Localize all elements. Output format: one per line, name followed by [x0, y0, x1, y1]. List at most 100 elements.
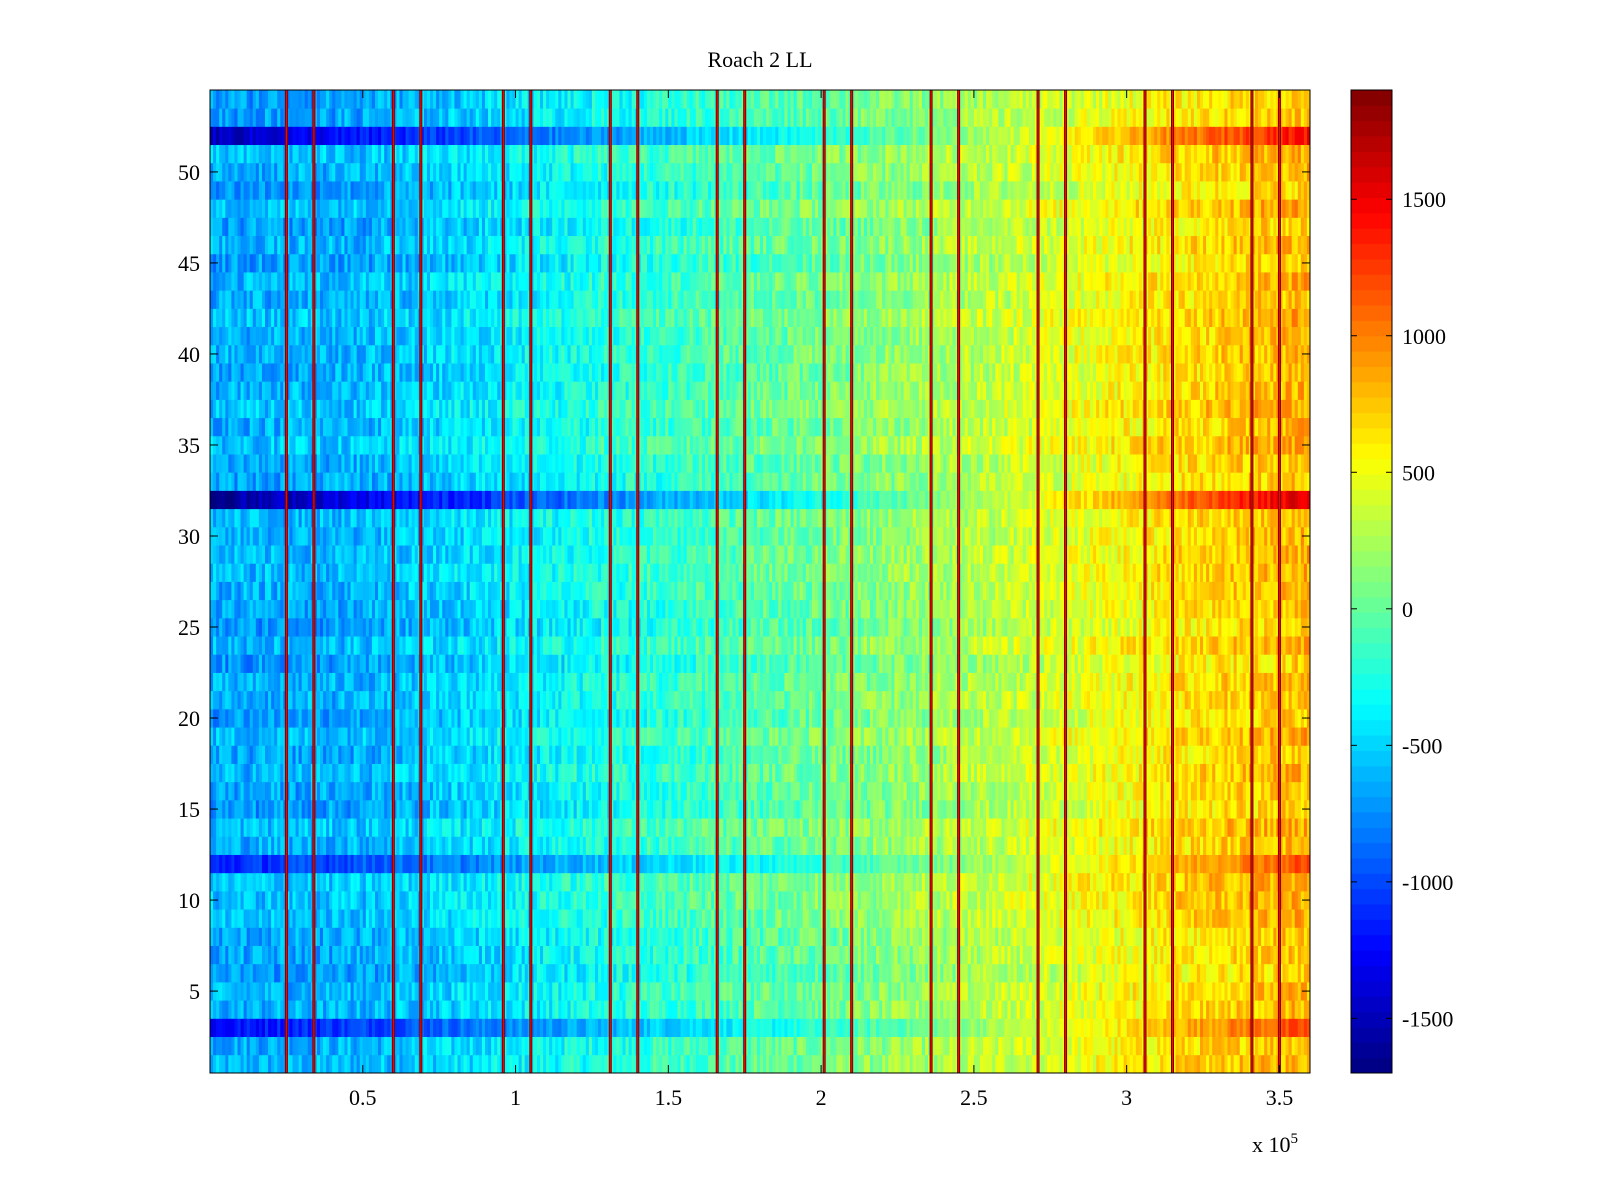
heatmap-cell	[949, 927, 953, 946]
heatmap-cell	[1172, 981, 1176, 1001]
heatmap-cell	[659, 963, 663, 983]
heatmap-cell	[1303, 927, 1308, 946]
heatmap-cell	[1148, 909, 1152, 928]
heatmap-cell	[506, 854, 510, 874]
heatmap-cell	[1218, 872, 1222, 892]
heatmap-cell	[1200, 1018, 1204, 1037]
heatmap-cell	[436, 1018, 440, 1037]
heatmap-cell	[906, 963, 911, 983]
heatmap-cell	[433, 1018, 437, 1037]
heatmap-cell	[842, 1054, 846, 1074]
heatmap-cell	[439, 1036, 443, 1056]
heatmap-cell	[1123, 1054, 1128, 1074]
heatmap-cell	[967, 927, 972, 946]
heatmap-cell	[420, 963, 425, 983]
heatmap-cell	[705, 1054, 709, 1074]
heatmap-cell	[359, 1000, 364, 1019]
heatmap-cell	[530, 909, 535, 928]
heatmap-cell	[530, 836, 535, 855]
heatmap-cell	[646, 1000, 651, 1019]
heatmap-cell	[753, 872, 758, 892]
heatmap-cell	[622, 1054, 626, 1074]
heatmap-cell	[668, 945, 672, 965]
heatmap-cell	[320, 854, 324, 874]
heatmap-cell	[753, 945, 758, 965]
heatmap-cell	[983, 872, 987, 892]
heatmap-cell	[1157, 981, 1161, 1001]
heatmap-cell	[766, 854, 770, 874]
heatmap-cell	[732, 927, 736, 946]
heatmap-cell	[986, 909, 990, 928]
heatmap-cell	[341, 1054, 345, 1074]
heatmap-cell	[1038, 890, 1042, 910]
heatmap-cell	[912, 872, 917, 892]
heatmap-cell	[475, 927, 480, 946]
heatmap-cell	[808, 836, 813, 855]
heatmap-cell	[1264, 1036, 1268, 1056]
heatmap-cell	[891, 927, 895, 946]
heatmap-cell	[604, 854, 608, 874]
heatmap-cell	[344, 890, 348, 910]
heatmap-cell	[787, 818, 791, 837]
heatmap-cell	[1090, 1018, 1094, 1037]
heatmap-cell	[891, 1036, 895, 1056]
heatmap-cell	[692, 836, 697, 855]
heatmap-cell	[258, 927, 263, 946]
heatmap-cell	[356, 1036, 361, 1056]
heatmap-cell	[332, 1036, 336, 1056]
heatmap-cell	[640, 854, 645, 874]
heatmap-cell	[1203, 927, 1207, 946]
heatmap-cell	[216, 872, 220, 892]
heatmap-cell	[980, 818, 984, 837]
heatmap-cell	[1099, 854, 1103, 874]
heatmap-cell	[1264, 890, 1268, 910]
heatmap-cell	[717, 818, 721, 837]
heatmap-cell	[1154, 945, 1158, 965]
heatmap-cell	[326, 818, 330, 837]
heatmap-cell	[891, 963, 895, 983]
heatmap-cell	[622, 909, 626, 928]
heatmap-cell	[646, 836, 651, 855]
heatmap-cell	[1111, 818, 1115, 837]
heatmap-cell	[622, 963, 626, 983]
heatmap-cell	[375, 981, 379, 1001]
heatmap-cell	[839, 1000, 843, 1019]
heatmap-cell	[1096, 872, 1100, 892]
heatmap-cell	[469, 836, 474, 855]
heatmap-cell	[925, 927, 929, 946]
heatmap-cell	[876, 909, 880, 928]
heatmap-cell	[1279, 836, 1283, 855]
heatmap-cell	[1175, 981, 1180, 1001]
heatmap-cell	[1010, 1054, 1015, 1074]
heatmap-cell	[802, 836, 807, 855]
heatmap-cell	[906, 818, 911, 837]
heatmap-cell	[995, 890, 999, 910]
heatmap-cell	[399, 836, 403, 855]
heatmap-cell	[1132, 872, 1137, 892]
heatmap-cell	[1255, 1036, 1259, 1056]
heatmap-cell	[622, 890, 626, 910]
heatmap-cell	[949, 963, 953, 983]
heatmap-cell	[448, 963, 452, 983]
heatmap-cell	[1297, 927, 1302, 946]
heatmap-cell	[772, 945, 776, 965]
heatmap-cell	[879, 945, 883, 965]
heatmap-cell	[701, 927, 706, 946]
heatmap-cell	[445, 1036, 449, 1056]
heatmap-cell	[1291, 1018, 1296, 1037]
heatmap-cell	[286, 1054, 290, 1074]
heatmap-cell	[1267, 1000, 1271, 1019]
heatmap-cell	[1044, 909, 1048, 928]
heatmap-cell	[1270, 1018, 1274, 1037]
heatmap-cell	[1190, 1036, 1195, 1056]
heatmap-cell	[365, 963, 370, 983]
heatmap-cell	[1209, 963, 1213, 983]
heatmap-cell	[808, 872, 813, 892]
heatmap-cell	[1145, 872, 1149, 892]
heatmap-cell	[1044, 818, 1048, 837]
heatmap-cell	[967, 1054, 972, 1074]
heatmap-cell	[656, 854, 660, 874]
heatmap-cell	[662, 1036, 666, 1056]
heatmap-cell	[280, 963, 284, 983]
heatmap-cell	[1129, 1018, 1134, 1037]
